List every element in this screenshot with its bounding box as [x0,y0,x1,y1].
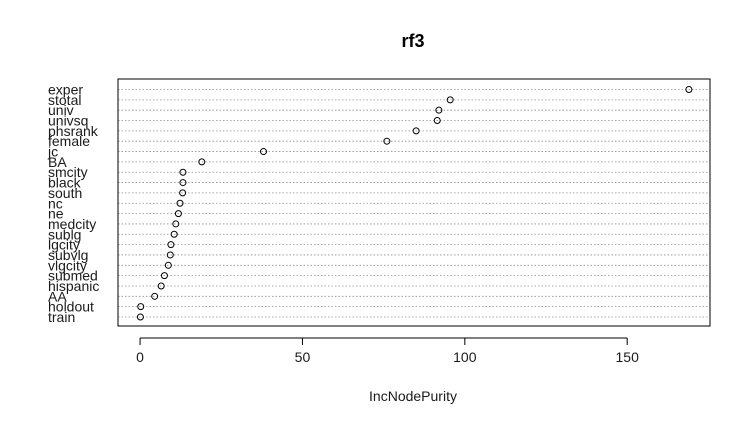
x-tick-label: 50 [295,349,311,365]
data-point [167,241,175,249]
plot-frame [117,78,711,327]
data-point [170,230,178,238]
data-point [685,86,693,93]
category-label: AA [48,288,67,304]
data-point [137,303,145,311]
data-point [179,179,187,187]
category-label: stotal [48,92,81,108]
category-label: univsq [48,113,88,129]
data-point [174,210,182,218]
category-label: nc [48,195,63,211]
x-tick-label: 0 [136,349,144,365]
category-label: subvlg [48,247,88,263]
category-labels: experstotalunivunivsqphsrankfemalejcBAsm… [47,82,99,326]
category-label: south [48,185,82,201]
category-label: BA [48,154,67,170]
category-label: hispanic [48,278,99,294]
category-label: jc [47,144,58,160]
category-label: holdout [48,299,94,315]
category-label: vlgcity [48,257,87,273]
data-point [435,106,443,114]
chart-title: rf3 [401,31,424,51]
category-label: black [48,175,82,191]
gridlines [118,89,710,318]
category-label: submed [48,268,98,284]
category-label: phsrank [48,123,99,139]
category-label: lgcity [48,237,80,253]
data-point [176,199,184,207]
data-point [259,148,267,156]
data-point [179,168,187,176]
data-point [383,137,391,145]
category-label: ne [48,206,64,222]
data-points [136,86,693,321]
category-label: female [48,133,90,149]
data-point [446,96,454,104]
data-point [164,261,172,269]
category-label: smcity [48,164,88,180]
data-point [198,158,206,166]
data-point [166,251,174,259]
data-point [151,292,159,300]
data-point [412,127,420,135]
category-label: medcity [48,216,96,232]
category-label: train [48,309,75,325]
x-tick-label: 100 [453,349,477,365]
x-axis: 0 50 100 150 [136,337,640,365]
category-label: sublg [48,226,81,242]
data-point [160,272,168,280]
data-point [172,220,180,228]
data-point [136,313,144,321]
data-point [179,189,187,197]
category-label: univ [48,102,74,118]
category-label: exper [48,82,83,98]
data-point [433,117,441,125]
x-tick-label: 150 [616,349,640,365]
x-axis-label: IncNodePurity [369,388,457,404]
data-point [157,282,165,290]
